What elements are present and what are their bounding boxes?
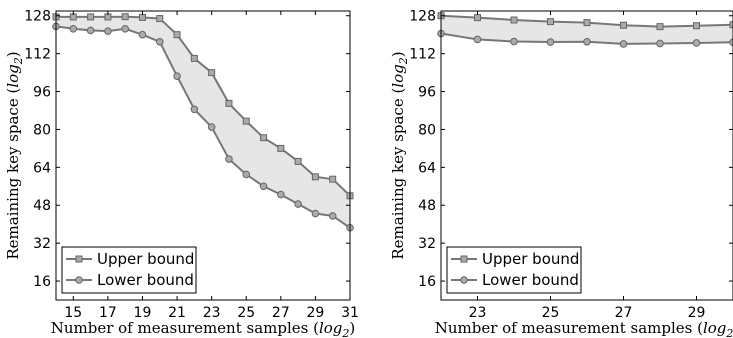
x-axis-label: Number of measurement samples (log2): [51, 319, 356, 338]
data-point: [474, 36, 481, 43]
data-point: [620, 41, 627, 48]
y-tick-label: 96: [33, 85, 51, 101]
data-point: [88, 14, 94, 20]
legend-label: Lower bound: [97, 271, 194, 289]
data-point: [584, 38, 591, 45]
data-point: [278, 191, 285, 198]
data-point: [511, 38, 518, 45]
data-point: [208, 124, 215, 131]
data-point: [295, 158, 301, 164]
data-point: [657, 40, 664, 47]
y-tick-label: 112: [24, 47, 51, 63]
data-point: [621, 22, 627, 28]
data-point: [226, 100, 232, 106]
data-point: [191, 106, 198, 113]
y-tick-label: 48: [418, 198, 436, 214]
data-point: [329, 213, 336, 220]
data-point: [105, 28, 112, 35]
y-tick-label: 16: [33, 274, 51, 290]
data-point: [511, 17, 517, 23]
data-point: [694, 23, 700, 29]
x-axis-label: Number of measurement samples (log2): [435, 319, 733, 338]
data-point: [70, 25, 77, 32]
data-point: [139, 31, 146, 38]
data-point: [693, 40, 700, 47]
y-axis-label: Remaining key space (log2): [389, 51, 410, 259]
y-tick-label: 112: [409, 47, 436, 63]
data-point: [156, 38, 163, 45]
y-tick-label: 32: [418, 236, 436, 252]
data-point: [209, 70, 215, 76]
data-point: [260, 183, 267, 190]
y-tick-label: 80: [33, 122, 51, 138]
data-point: [584, 20, 590, 26]
data-point: [243, 118, 249, 124]
data-point: [330, 176, 336, 182]
data-point: [657, 24, 663, 30]
y-tick-label: 48: [33, 198, 51, 214]
legend-label: Upper bound: [97, 250, 194, 268]
data-point: [226, 156, 233, 163]
legend-label: Lower bound: [482, 271, 579, 289]
chart-right: 16324864809611212823252729Number of meas…: [389, 9, 733, 338]
legend-label: Upper bound: [482, 250, 579, 268]
y-tick-label: 32: [33, 236, 51, 252]
data-point: [278, 145, 284, 151]
y-tick-label: 96: [418, 85, 436, 101]
data-point: [87, 27, 94, 34]
data-point: [122, 25, 129, 32]
legend-marker: [76, 256, 82, 262]
data-point: [295, 201, 302, 208]
data-point: [548, 19, 554, 25]
y-tick-label: 128: [24, 9, 51, 25]
data-point: [157, 16, 163, 22]
data-point: [139, 14, 145, 20]
y-tick-label: 128: [409, 9, 436, 25]
data-point: [547, 39, 554, 46]
legend-marker: [76, 277, 83, 284]
y-tick-label: 16: [418, 274, 436, 290]
y-tick-label: 64: [418, 160, 436, 176]
y-tick-label: 80: [418, 122, 436, 138]
data-point: [312, 174, 318, 180]
data-point: [174, 32, 180, 38]
legend-marker: [461, 277, 468, 284]
y-tick-label: 64: [33, 160, 51, 176]
data-point: [312, 210, 319, 217]
data-point: [122, 14, 128, 20]
data-point: [191, 55, 197, 61]
data-point: [243, 171, 250, 178]
band-fill: [56, 17, 350, 228]
legend-marker: [461, 256, 467, 262]
data-point: [475, 15, 481, 21]
y-axis-label: Remaining key space (log2): [4, 51, 25, 259]
data-point: [174, 73, 181, 80]
chart-left: 163248648096112128151719212325272931Numb…: [4, 9, 359, 338]
data-point: [261, 135, 267, 141]
